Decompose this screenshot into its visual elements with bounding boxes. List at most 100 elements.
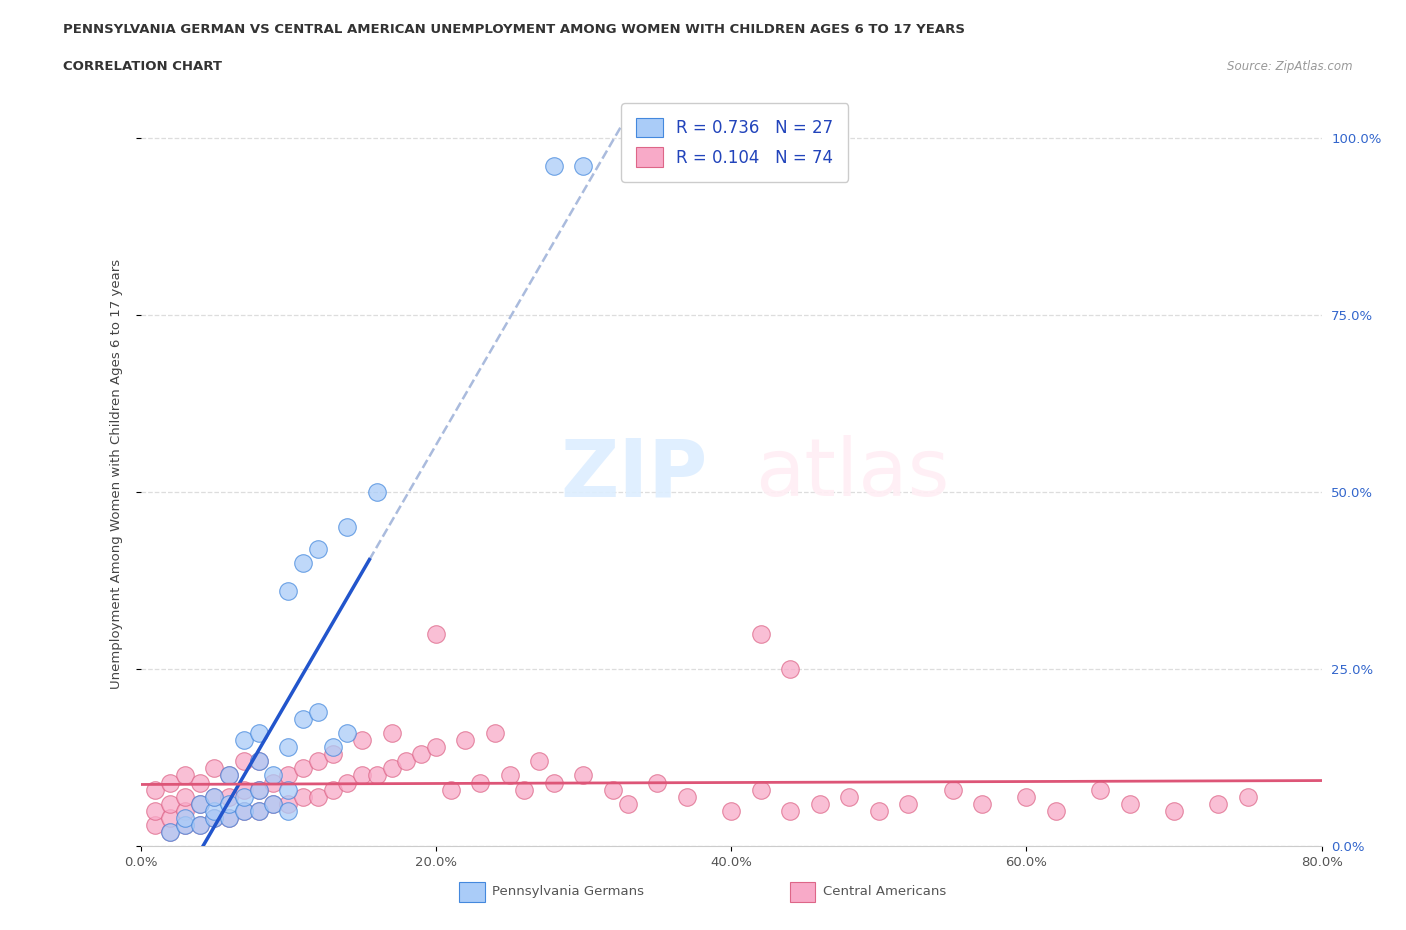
Point — [543, 159, 565, 174]
Point — [233, 804, 256, 818]
Point — [202, 790, 225, 804]
Point — [720, 804, 742, 818]
Point — [247, 782, 270, 797]
Point — [262, 796, 284, 811]
Point — [247, 754, 270, 769]
Point — [366, 768, 388, 783]
Point — [277, 739, 299, 754]
Point — [233, 754, 256, 769]
Point — [277, 804, 299, 818]
Point — [218, 796, 240, 811]
Point — [897, 796, 920, 811]
Text: atlas: atlas — [755, 435, 949, 513]
Point — [779, 804, 801, 818]
Point — [602, 782, 624, 797]
Point — [838, 790, 860, 804]
Legend: R = 0.736   N = 27, R = 0.104   N = 74: R = 0.736 N = 27, R = 0.104 N = 74 — [621, 103, 848, 181]
Point — [188, 796, 211, 811]
Point — [572, 159, 595, 174]
Point — [529, 754, 551, 769]
Point — [233, 782, 256, 797]
Point — [808, 796, 831, 811]
Point — [262, 796, 284, 811]
Point — [307, 704, 329, 719]
Point — [247, 782, 270, 797]
Point — [425, 626, 447, 641]
Point — [749, 782, 772, 797]
Text: Pennsylvania Germans: Pennsylvania Germans — [492, 885, 644, 898]
Point — [145, 804, 166, 818]
Point — [1015, 790, 1038, 804]
Point — [336, 775, 359, 790]
Point — [145, 782, 166, 797]
Point — [543, 775, 565, 790]
Point — [277, 584, 299, 599]
Point — [572, 768, 595, 783]
Point — [307, 790, 329, 804]
Point — [380, 761, 404, 776]
Point — [321, 747, 344, 762]
Point — [970, 796, 993, 811]
Point — [174, 817, 197, 832]
Point — [174, 817, 197, 832]
Point — [159, 775, 181, 790]
Point — [352, 733, 374, 748]
Point — [1163, 804, 1185, 818]
Point — [202, 811, 225, 826]
Point — [247, 804, 270, 818]
Point — [277, 768, 299, 783]
Point — [247, 804, 270, 818]
Point — [616, 796, 638, 811]
Point — [779, 662, 801, 677]
Point — [292, 761, 315, 776]
Point — [1206, 796, 1229, 811]
Point — [174, 804, 197, 818]
Point — [484, 725, 506, 740]
Point — [174, 811, 197, 826]
Point — [454, 733, 477, 748]
Point — [352, 768, 374, 783]
Point — [218, 811, 240, 826]
Point — [218, 768, 240, 783]
Point — [188, 775, 211, 790]
Point — [262, 775, 284, 790]
Point — [145, 817, 166, 832]
Point — [942, 782, 965, 797]
Point — [174, 790, 197, 804]
Point — [645, 775, 669, 790]
Point — [868, 804, 890, 818]
Point — [1119, 796, 1142, 811]
Point — [262, 768, 284, 783]
Point — [292, 790, 315, 804]
Point — [307, 541, 329, 556]
Point — [380, 725, 404, 740]
Text: PENNSYLVANIA GERMAN VS CENTRAL AMERICAN UNEMPLOYMENT AMONG WOMEN WITH CHILDREN A: PENNSYLVANIA GERMAN VS CENTRAL AMERICAN … — [63, 23, 966, 36]
Point — [321, 782, 344, 797]
Y-axis label: Unemployment Among Women with Children Ages 6 to 17 years: Unemployment Among Women with Children A… — [110, 259, 122, 689]
Point — [439, 782, 461, 797]
Point — [159, 811, 181, 826]
Point — [247, 754, 270, 769]
Point — [159, 796, 181, 811]
Point — [277, 782, 299, 797]
Text: Source: ZipAtlas.com: Source: ZipAtlas.com — [1227, 60, 1353, 73]
Point — [159, 825, 181, 840]
Point — [292, 555, 315, 570]
Point — [233, 804, 256, 818]
Point — [336, 520, 359, 535]
Point — [470, 775, 492, 790]
Text: CORRELATION CHART: CORRELATION CHART — [63, 60, 222, 73]
Point — [188, 817, 211, 832]
Point — [233, 733, 256, 748]
Point — [202, 761, 225, 776]
Point — [247, 725, 270, 740]
Point — [307, 754, 329, 769]
Text: ZIP: ZIP — [560, 435, 707, 513]
Point — [174, 768, 197, 783]
Point — [159, 825, 181, 840]
Point — [218, 768, 240, 783]
Point — [1237, 790, 1260, 804]
Point — [277, 796, 299, 811]
Point — [513, 782, 536, 797]
Point — [218, 811, 240, 826]
